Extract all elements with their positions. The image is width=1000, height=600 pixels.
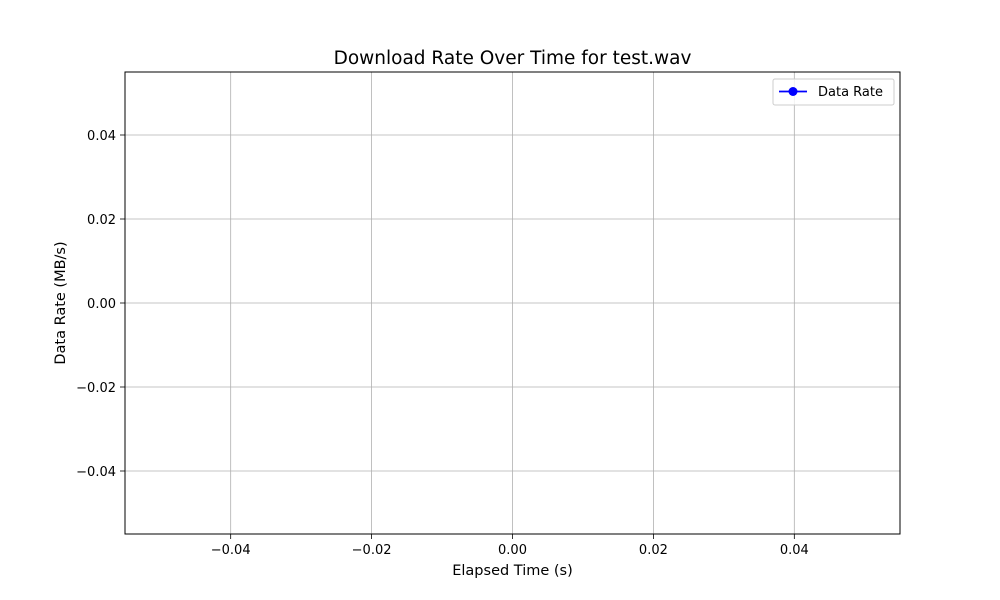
y-axis-label: Data Rate (MB/s) xyxy=(53,241,69,364)
x-tick-label: 0.02 xyxy=(639,543,668,558)
y-tick-label: 0.00 xyxy=(87,297,116,312)
x-tick-label: 0.04 xyxy=(780,543,809,558)
x-tick-label: 0.00 xyxy=(498,543,527,558)
y-tick-label: 0.04 xyxy=(87,129,116,144)
x-axis-label: Elapsed Time (s) xyxy=(452,563,573,579)
y-axis-ticks: −0.04 −0.02 0.00 0.02 0.04 xyxy=(76,129,125,480)
legend-box xyxy=(772,78,895,106)
legend-label: Data Rate xyxy=(818,85,883,100)
chart-title: Download Rate Over Time for test.wav xyxy=(334,48,692,69)
y-tick-label: 0.02 xyxy=(87,213,116,228)
x-tick-label: −0.02 xyxy=(352,543,392,558)
grid-lines xyxy=(125,72,900,534)
y-tick-label: −0.04 xyxy=(76,465,116,480)
x-tick-label: −0.04 xyxy=(211,543,251,558)
legend-marker-icon xyxy=(788,87,798,96)
y-tick-label: −0.02 xyxy=(76,381,116,396)
x-axis-ticks: −0.04 −0.02 0.00 0.02 0.04 xyxy=(211,534,809,558)
legend: Data Rate xyxy=(772,78,895,106)
